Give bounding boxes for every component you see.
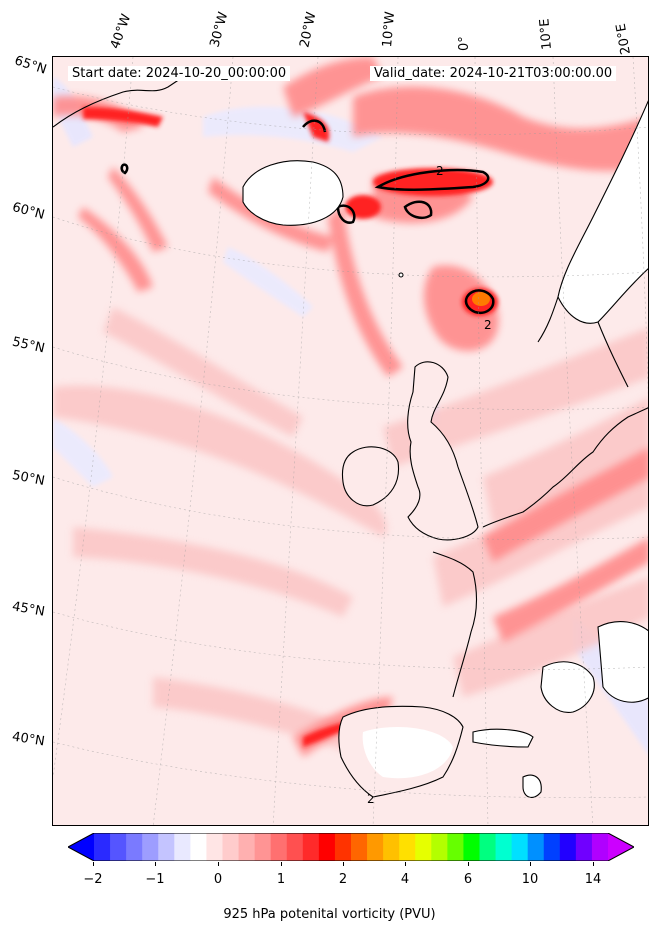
lon-label-0: 0°	[457, 36, 472, 51]
colorbar-segment	[222, 833, 240, 861]
colorbar-segment	[527, 833, 545, 861]
colorbar-segment	[334, 833, 352, 861]
colorbar-segment	[479, 833, 497, 861]
colorbar-tickmark	[405, 862, 406, 866]
colorbar-extend-max	[608, 833, 634, 861]
france-coast	[432, 551, 478, 698]
colorbar-tickmark	[93, 862, 94, 866]
colorbar-tickmark	[343, 862, 344, 866]
colorbar-segment	[399, 833, 416, 861]
colorbar-label: 925 hPa potenital vorticity (PVU)	[223, 907, 436, 922]
colorbar-segment	[575, 833, 593, 861]
colorbar	[66, 832, 636, 862]
colorbar-canvas	[66, 832, 636, 862]
balkans	[597, 621, 648, 703]
colorbar-tickmark	[155, 862, 156, 866]
colorbar-segment	[383, 833, 400, 861]
norway	[557, 100, 648, 324]
colorbar-tickmark	[593, 862, 594, 866]
colorbar-segment	[286, 833, 304, 861]
iceland	[242, 160, 344, 226]
colorbar-tickmark	[530, 862, 531, 866]
lon-label-10e: 10°E	[537, 17, 555, 51]
greenland-coast	[53, 76, 184, 128]
graticule	[53, 57, 648, 825]
svg-text:2: 2	[367, 792, 375, 806]
lat-label-50n: 50°N	[10, 468, 46, 489]
colorbar-tick-label: 2	[338, 872, 348, 887]
colorbar-segment	[110, 833, 127, 861]
colorbar-tickmark	[281, 862, 282, 866]
colorbar-segment	[238, 833, 256, 861]
map-canvas: 2 2 2	[53, 57, 648, 825]
pv-light-streaks	[53, 307, 648, 757]
lon-label-10w: 10°W	[380, 10, 399, 48]
contour-labels: 2 2 2	[367, 164, 492, 806]
svg-text:2: 2	[436, 164, 444, 178]
lat-label-45n: 45°N	[10, 599, 46, 620]
colorbar-tickmark	[218, 862, 219, 866]
colorbar-segment	[94, 833, 111, 861]
colorbar-segment	[495, 833, 513, 861]
lat-label-60n: 60°N	[10, 200, 47, 223]
colorbar-segment	[447, 833, 464, 861]
svg-text:2: 2	[484, 318, 492, 332]
colorbar-tick-label: 14	[584, 872, 602, 887]
lon-label-20e: 20°E	[613, 22, 634, 56]
colorbar-segment	[254, 833, 272, 861]
colorbar-segment	[158, 833, 175, 861]
colorbar-segment	[174, 833, 191, 861]
colorbar-tick-label: 0	[213, 872, 223, 887]
colorbar-segment	[431, 833, 448, 861]
colorbar-tick-label: −1	[145, 872, 165, 887]
colorbar-tick-label: −2	[83, 872, 103, 887]
colorbar-segment	[591, 833, 609, 861]
lat-label-65n: 65°N	[12, 53, 49, 78]
colorbar-tick-label: 1	[276, 872, 286, 887]
lat-label-40n: 40°N	[11, 729, 46, 750]
colorbar-segment	[270, 833, 288, 861]
pv-medium-bands	[53, 57, 648, 757]
coastlines	[53, 76, 648, 798]
map-frame: 2 2 2	[52, 56, 649, 826]
colorbar-segment	[206, 833, 223, 861]
colorbar-segment	[126, 833, 143, 861]
colorbar-tick-label: 10	[521, 872, 539, 887]
valid-date-label: Valid_date: 2024-10-21T03:00:00.00	[370, 66, 617, 81]
colorbar-extend-min	[68, 833, 94, 861]
lat-label-55n: 55°N	[10, 334, 47, 357]
lon-label-30w: 30°W	[207, 10, 232, 49]
colorbar-segment	[142, 833, 159, 861]
colorbar-tickmark	[468, 862, 469, 866]
italy	[540, 661, 595, 713]
colorbar-tick-label: 6	[463, 872, 473, 887]
lon-label-40w: 40°W	[107, 12, 135, 51]
colorbar-segment	[463, 833, 480, 861]
colorbar-segment	[318, 833, 336, 861]
lon-label-20w: 20°W	[297, 10, 320, 49]
europe-coast	[482, 407, 648, 528]
colorbar-tick-label: 4	[400, 872, 410, 887]
colorbar-segment	[559, 833, 577, 861]
start-date-label: Start date: 2024-10-20_00:00:00	[68, 66, 291, 81]
ireland	[341, 446, 400, 507]
colorbar-segment	[511, 833, 529, 861]
colorbar-segment	[415, 833, 432, 861]
colorbar-segment	[190, 833, 207, 861]
colorbar-segment	[543, 833, 561, 861]
colorbar-segment	[351, 833, 368, 861]
colorbar-segment	[302, 833, 320, 861]
colorbar-segment	[367, 833, 384, 861]
